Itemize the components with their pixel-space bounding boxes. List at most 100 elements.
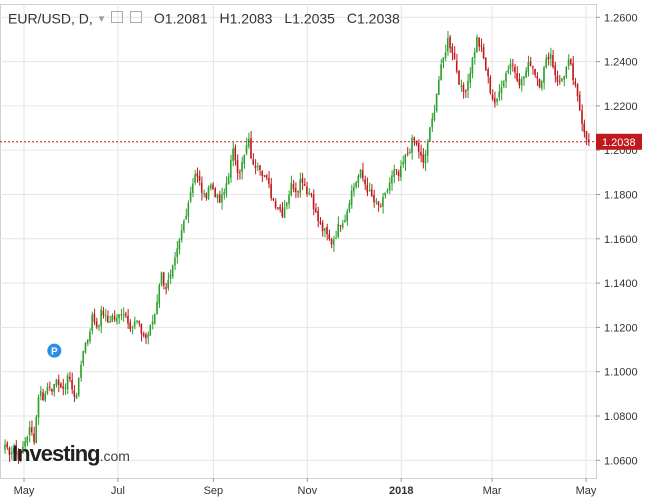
candle-body bbox=[111, 315, 114, 322]
candle-body bbox=[46, 386, 49, 394]
candle-body bbox=[397, 171, 400, 176]
candle-body bbox=[28, 426, 31, 436]
candle-body bbox=[344, 220, 346, 222]
x-tick-label-3: Nov bbox=[298, 485, 318, 497]
candle-body bbox=[509, 63, 512, 70]
candle-body bbox=[478, 37, 480, 47]
candle-body bbox=[51, 388, 53, 392]
candle-body bbox=[17, 450, 20, 460]
candle-body bbox=[236, 160, 239, 174]
dropdown-icon[interactable]: ▾ bbox=[98, 12, 105, 25]
candle-body bbox=[549, 54, 552, 59]
candle-body bbox=[158, 285, 161, 304]
candle-body bbox=[80, 364, 82, 378]
y-tick-label-7: 1.1200 bbox=[604, 322, 638, 334]
candle-body bbox=[576, 84, 579, 97]
candle-body bbox=[355, 182, 357, 187]
candle-body bbox=[10, 452, 13, 455]
candle-body bbox=[162, 272, 165, 286]
candle-body bbox=[323, 228, 326, 232]
candle-body bbox=[431, 118, 433, 128]
candle-body bbox=[283, 207, 286, 218]
candle-body bbox=[131, 326, 134, 329]
candle-body bbox=[57, 379, 60, 385]
candle-body bbox=[252, 159, 254, 165]
settings-icon[interactable] bbox=[111, 11, 124, 24]
candle-body bbox=[279, 206, 281, 210]
candle-body bbox=[484, 57, 487, 71]
candle-body bbox=[317, 210, 319, 222]
candle-body bbox=[299, 179, 301, 193]
candle-body bbox=[540, 81, 543, 89]
candle-body bbox=[438, 79, 440, 95]
candle-body bbox=[408, 151, 411, 153]
chart-header: EUR/USD, D, ▾ O1.2081 H1.2083 L1.2035 C1… bbox=[8, 9, 400, 26]
candle-body bbox=[44, 393, 46, 401]
candle-body bbox=[529, 61, 532, 67]
candle-body bbox=[335, 237, 337, 239]
y-tick-label-10: 1.0600 bbox=[604, 455, 638, 467]
candle-body bbox=[147, 334, 149, 338]
candle-body bbox=[301, 178, 304, 183]
candle-body bbox=[68, 376, 71, 380]
candle-body bbox=[115, 318, 118, 322]
high-value: 1.2083 bbox=[229, 10, 273, 27]
candle-body bbox=[209, 184, 212, 189]
candle-body bbox=[120, 314, 122, 316]
candle-body bbox=[312, 194, 315, 210]
candle-body bbox=[225, 183, 228, 194]
symbol-label[interactable]: EUR/USD, D, bbox=[8, 10, 93, 27]
candle-body bbox=[142, 333, 145, 336]
candle-body bbox=[556, 75, 559, 82]
candle-body bbox=[30, 427, 33, 433]
high-label: H bbox=[219, 10, 230, 27]
candle-body bbox=[167, 279, 169, 289]
candle-body bbox=[364, 179, 366, 185]
candle-body bbox=[256, 166, 259, 168]
candle-body bbox=[122, 314, 125, 316]
candle-body bbox=[368, 189, 371, 191]
x-tick-label-6: May bbox=[576, 485, 597, 497]
candle-body bbox=[561, 78, 563, 82]
candle-body bbox=[194, 174, 196, 183]
candle-body bbox=[527, 62, 530, 72]
candle-body bbox=[183, 220, 185, 231]
candle-body bbox=[388, 182, 391, 191]
candle-body bbox=[6, 443, 8, 448]
candle-body bbox=[471, 57, 474, 74]
hide-icon[interactable] bbox=[130, 11, 142, 24]
candle-body bbox=[440, 64, 442, 81]
candle-body bbox=[160, 272, 163, 285]
candle-body bbox=[565, 66, 568, 78]
candle-body bbox=[341, 223, 344, 228]
candle-body bbox=[207, 187, 210, 199]
open-value: 1.2081 bbox=[164, 10, 208, 27]
candle-body bbox=[417, 143, 420, 153]
candle-body bbox=[297, 191, 299, 193]
candle-body bbox=[230, 159, 232, 178]
candle-body bbox=[587, 139, 590, 142]
y-tick-label-6: 1.1400 bbox=[604, 278, 638, 290]
candle-body bbox=[98, 326, 100, 328]
candle-body bbox=[400, 166, 402, 178]
candle-body bbox=[165, 287, 167, 289]
candle-body bbox=[449, 36, 451, 49]
candle-body bbox=[243, 154, 246, 164]
candle-body bbox=[473, 52, 476, 58]
candle-body bbox=[37, 397, 40, 418]
candle-body bbox=[189, 192, 192, 202]
candle-body bbox=[109, 321, 111, 323]
candle-body bbox=[151, 321, 154, 325]
x-tick-label-1: Jul bbox=[111, 485, 125, 497]
candle-body bbox=[404, 154, 407, 164]
candle-body bbox=[238, 172, 241, 174]
candle-body bbox=[502, 81, 505, 87]
candle-body bbox=[156, 302, 158, 315]
candle-body bbox=[19, 450, 22, 460]
candle-body bbox=[250, 138, 252, 159]
candle-body bbox=[95, 321, 98, 328]
candle-body bbox=[127, 316, 129, 324]
candle-body bbox=[435, 93, 438, 111]
candle-body bbox=[563, 75, 565, 80]
last-price-label: 1.2038 bbox=[602, 137, 636, 149]
